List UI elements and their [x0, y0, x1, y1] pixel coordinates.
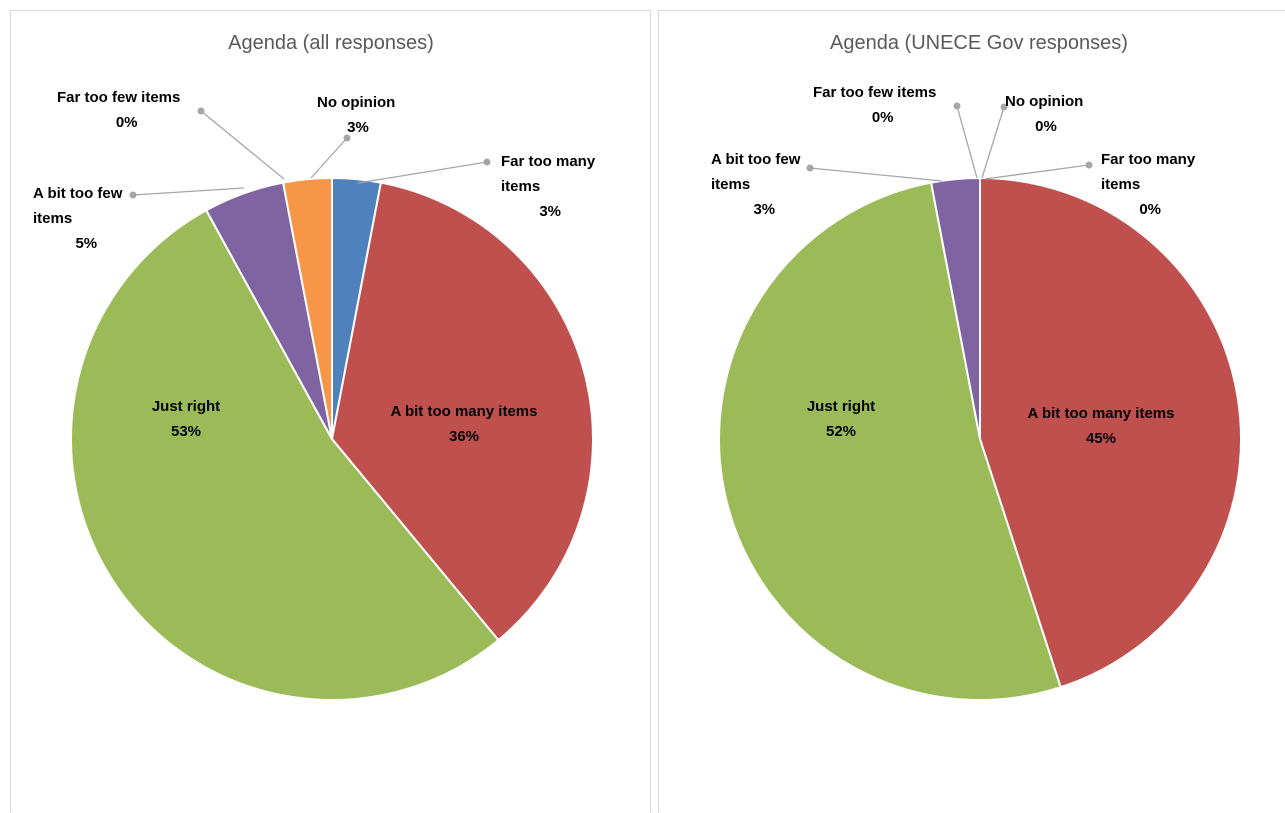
data-label-name: A bit too few: [33, 185, 123, 202]
data-label-name: Far too few items: [813, 84, 936, 101]
leader-line-far-too-few-items: [956, 105, 978, 179]
data-label-name: Just right: [152, 398, 220, 415]
leader-line-far-too-many-items: [984, 164, 1090, 180]
leader-line-a-bit-too-few-items: [132, 187, 245, 196]
data-label-value: 3%: [347, 119, 369, 136]
pie-slices: [70, 176, 594, 701]
leader-line-no-opinion: [981, 106, 1005, 179]
leader-line-far-too-many-items: [357, 161, 488, 184]
pie-slice-a-bit-too-many-items: [330, 181, 594, 642]
data-label-name: No opinion: [317, 94, 395, 111]
pie-slice-a-bit-too-many-items: [979, 176, 1242, 689]
pie-slice-just-right: [70, 208, 500, 701]
data-label-value: 5%: [75, 235, 97, 252]
data-label-far-too-many-items: Far too many items 3%: [501, 153, 596, 220]
data-label-value: 3%: [753, 201, 775, 218]
pie-chart-all-responses: Agenda (all responses) Far too many items…: [10, 10, 651, 812]
data-label-just-right: Just right 52%: [807, 398, 875, 440]
data-label-name: A bit too few: [711, 151, 801, 168]
data-label-far-too-few-items: Far too few items 0%: [813, 84, 936, 126]
leader-dot-far-too-many-items: [483, 158, 491, 166]
data-label-value: 0%: [1035, 118, 1057, 135]
data-label-name: items: [33, 210, 72, 227]
pie-slice-a-bit-too-few-items: [929, 176, 981, 440]
leader-dot-no-opinion: [1000, 103, 1008, 111]
leader-dot-no-opinion: [343, 134, 351, 142]
data-label-name: items: [711, 176, 750, 193]
leader-line-far-too-few-items: [200, 110, 285, 180]
pie-slice-just-right: [718, 181, 1062, 701]
leader-line-no-opinion: [310, 137, 348, 179]
leader-line-a-bit-too-few-items: [809, 167, 943, 182]
data-label-value: 3%: [539, 203, 561, 220]
pie-slices: [718, 176, 1242, 701]
pie-chart-svg: Agenda (UNECE Gov responses) Far too man…: [711, 32, 1242, 701]
data-label-no-opinion: No opinion 3%: [317, 94, 395, 136]
data-label-value: 53%: [171, 423, 201, 440]
data-label-a-bit-too-many-items: A bit too many items 45%: [1028, 405, 1175, 447]
pie-chart-svg: Agenda (all responses) Far too many items…: [33, 32, 596, 701]
data-label-a-bit-too-many-items: A bit too many items 36%: [391, 403, 538, 445]
data-label-name: No opinion: [1005, 93, 1083, 110]
chart-title: Agenda (UNECE Gov responses): [830, 32, 1128, 54]
chart-title: Agenda (all responses): [228, 32, 434, 54]
leader-dot-far-too-few-items: [197, 107, 205, 115]
data-label-just-right: Just right 53%: [152, 398, 220, 440]
data-label-value: 0%: [872, 109, 894, 126]
data-label-name: Far too few items: [57, 89, 180, 106]
pie-slice-no-opinion: [281, 176, 333, 440]
data-label-name: A bit too many items: [391, 403, 538, 420]
data-label-name: A bit too many items: [1028, 405, 1175, 422]
pie-chart-unece-gov-responses: Agenda (UNECE Gov responses) Far too man…: [658, 10, 1285, 812]
data-label-name: items: [1101, 176, 1140, 193]
leader-dot-far-too-few-items: [953, 102, 961, 110]
data-label-value: 45%: [1086, 430, 1116, 447]
data-label-no-opinion: No opinion 0%: [1005, 93, 1083, 135]
leader-dot-a-bit-too-few-items: [806, 164, 814, 172]
data-label-name: Far too many: [501, 153, 596, 170]
data-label-value: 52%: [826, 423, 856, 440]
data-label-name: Far too many: [1101, 151, 1196, 168]
data-label-far-too-many-items: Far too many items 0%: [1101, 151, 1196, 218]
data-label-value: 36%: [449, 428, 479, 445]
data-label-value: 0%: [116, 114, 138, 131]
leader-dot-far-too-many-items: [1085, 161, 1093, 169]
data-label-value: 0%: [1139, 201, 1161, 218]
data-label-name: Just right: [807, 398, 875, 415]
leader-dot-a-bit-too-few-items: [129, 191, 137, 199]
data-label-far-too-few-items: Far too few items 0%: [57, 89, 180, 131]
data-label-name: items: [501, 178, 540, 195]
